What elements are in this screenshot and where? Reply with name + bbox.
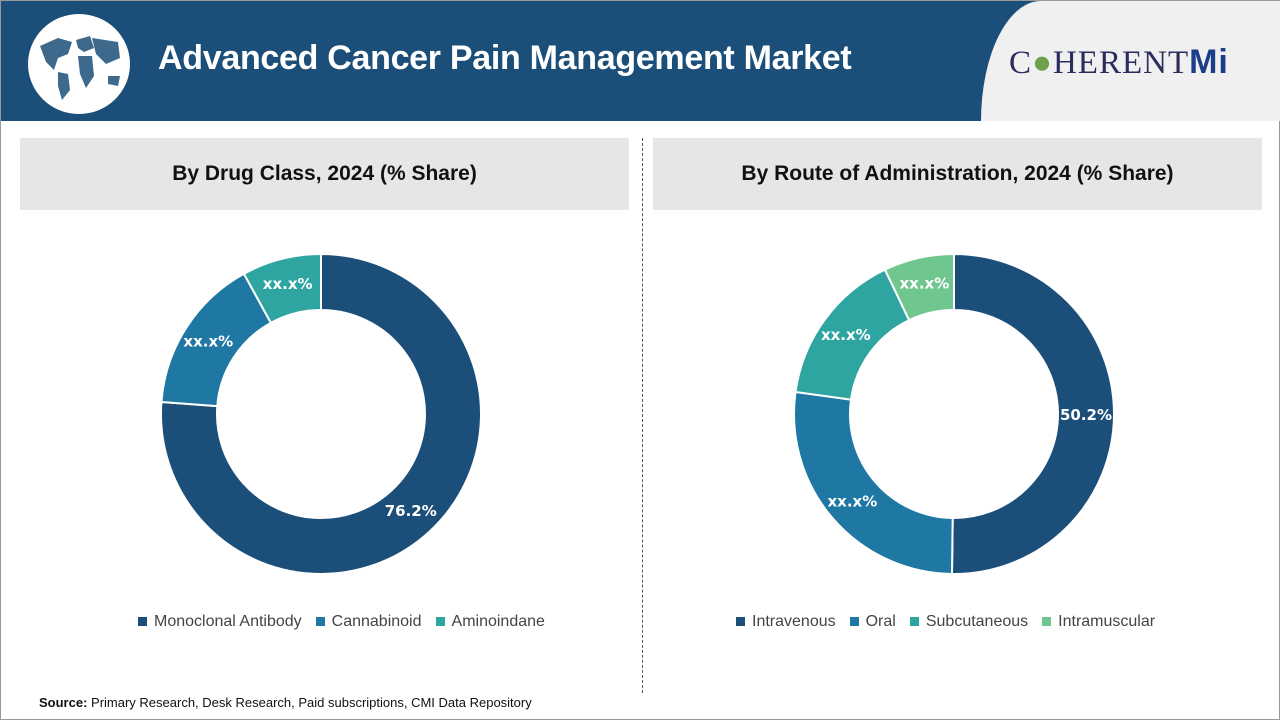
- chart-title-route: By Route of Administration, 2024 (% Shar…: [653, 138, 1262, 210]
- legend-label: Subcutaneous: [925, 613, 1029, 630]
- legend-label: Cannabinoid: [331, 613, 422, 630]
- legend-swatch: [736, 617, 745, 626]
- data-label: xx.x%: [183, 332, 233, 350]
- header-banner: Advanced Cancer Pain Management Market C…: [1, 1, 1280, 121]
- brand-logo: C●HERENTMi: [1009, 43, 1229, 81]
- donut-slice-intravenous: [950, 252, 1116, 575]
- legend-swatch: [435, 617, 445, 626]
- legend-item: Cannabinoid: [315, 613, 422, 631]
- data-label: xx.x%: [899, 274, 949, 292]
- legend-swatch: [315, 617, 325, 626]
- divider: [642, 138, 643, 693]
- data-label: 50.2%: [1060, 406, 1112, 424]
- legend-label: Intramuscular: [1058, 613, 1156, 630]
- legend-item: Intramuscular: [1042, 613, 1155, 631]
- legend-label: Monoclonal Antibody: [154, 613, 302, 630]
- donut-slice-monoclonal-antibody: [160, 252, 482, 575]
- legend-swatch: [909, 617, 919, 626]
- page-title: Advanced Cancer Pain Management Market: [158, 39, 852, 77]
- legend-swatch: [1042, 617, 1052, 626]
- data-label: xx.x%: [821, 326, 871, 344]
- data-label: 76.2%: [385, 502, 437, 520]
- donut-slice-aminoindane: [242, 252, 322, 325]
- world-globe-icon: [28, 14, 130, 114]
- legend-item: Aminoindane: [435, 613, 545, 631]
- logo-area: [981, 1, 1280, 121]
- legend-item: Subcutaneous: [909, 613, 1029, 631]
- legend-drug-class: Monoclonal Antibody Cannabinoid Aminoindan…: [138, 613, 545, 631]
- data-label: xx.x%: [827, 492, 877, 510]
- legend-item: Oral: [849, 613, 896, 631]
- legend-label: Intravenous: [752, 613, 836, 630]
- data-label: xx.x%: [263, 275, 313, 293]
- legend-item: Intravenous: [736, 613, 836, 631]
- legend-swatch: [849, 617, 859, 626]
- source-note: Source: Primary Research, Desk Research,…: [39, 695, 532, 710]
- legend-item: Monoclonal Antibody: [138, 613, 302, 631]
- legend-route: Intravenous Oral Subcutaneous Intramuscular: [736, 613, 1155, 631]
- chart-title-drug-class: By Drug Class, 2024 (% Share): [20, 138, 629, 210]
- donut-slice-oral: [793, 390, 954, 576]
- donut-slice-intramuscular: [883, 252, 955, 322]
- legend-swatch: [138, 617, 147, 626]
- legend-label: Oral: [865, 613, 896, 630]
- legend-label: Aminoindane: [451, 613, 545, 630]
